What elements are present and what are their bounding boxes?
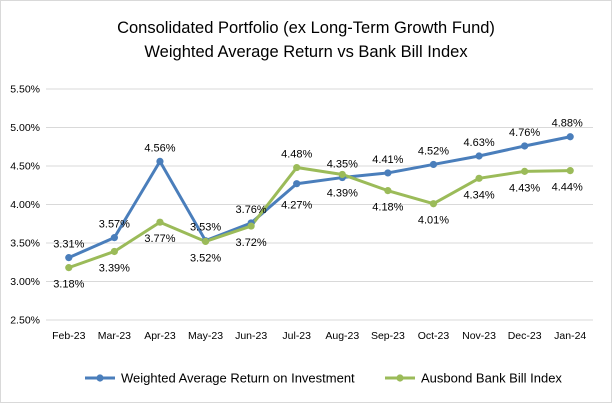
return-data-label: 4.56%	[144, 142, 175, 154]
chart-title: Consolidated Portfolio (ex Long-Term Gro…	[117, 19, 495, 37]
return-data-point	[430, 161, 437, 168]
legend-swatch-marker	[396, 374, 403, 381]
chart-frame: Consolidated Portfolio (ex Long-Term Gro…	[0, 0, 612, 403]
line-chart: Consolidated Portfolio (ex Long-Term Gro…	[1, 1, 611, 402]
bank-bill-data-label: 3.72%	[236, 237, 267, 249]
x-tick-label: Jul-23	[282, 330, 311, 342]
legend-item-return: Weighted Average Return on Investment	[85, 371, 355, 386]
return-data-label: 3.76%	[236, 204, 267, 216]
x-tick-label: Nov-23	[462, 330, 496, 342]
y-tick-label: 4.50%	[10, 161, 40, 173]
gridlines	[46, 89, 593, 320]
return-data-label: 3.31%	[53, 239, 84, 251]
x-tick-label: May-23	[188, 330, 223, 342]
legend-item-bank-bill: Ausbond Bank Bill Index	[385, 371, 562, 386]
return-data-label: 4.41%	[372, 154, 403, 166]
return-data-point	[475, 152, 482, 159]
bank-bill-data-label: 3.18%	[53, 279, 84, 291]
x-tick-label: Oct-23	[418, 330, 450, 342]
return-data-point	[111, 234, 118, 241]
legend: Weighted Average Return on Investment Aus…	[85, 371, 562, 386]
return-data-label: 4.88%	[552, 118, 583, 130]
y-tick-label: 5.00%	[10, 122, 40, 134]
bank-bill-data-label: 4.34%	[463, 189, 494, 201]
return-data-point	[567, 133, 574, 140]
bank-bill-data-label: 4.39%	[327, 187, 358, 199]
bank-bill-data-label: 4.43%	[509, 182, 540, 194]
bank-bill-data-label: 3.39%	[99, 262, 130, 274]
series-points	[65, 133, 574, 271]
return-data-point	[384, 169, 391, 176]
x-tick-label: Sep-23	[371, 330, 405, 342]
legend-swatch-marker	[96, 374, 103, 381]
x-tick-label: Aug-23	[325, 330, 359, 342]
bank-bill-data-label: 3.52%	[190, 252, 221, 264]
bank-bill-data-label: 4.44%	[552, 182, 583, 194]
bank-bill-data-point	[202, 238, 209, 245]
bank-bill-data-point	[293, 164, 300, 171]
bank-bill-data-point	[111, 248, 118, 255]
legend-label: Weighted Average Return on Investment	[121, 371, 355, 386]
return-data-label: 4.27%	[281, 200, 312, 212]
series-lines	[69, 137, 570, 268]
bank-bill-data-label: 4.48%	[281, 149, 312, 161]
x-tick-label: Feb-23	[52, 330, 85, 342]
bank-bill-data-label: 4.01%	[418, 215, 449, 227]
return-data-label: 3.53%	[190, 222, 221, 234]
bank-bill-data-point	[65, 264, 72, 271]
return-data-point	[156, 158, 163, 165]
bank-bill-data-point	[567, 167, 574, 174]
chart-subtitle: Weighted Average Return vs Bank Bill Ind…	[144, 43, 468, 61]
return-data-label: 3.57%	[99, 219, 130, 231]
return-data-point	[293, 180, 300, 187]
y-axis: 2.50% 3.00% 3.50% 4.00% 4.50% 5.00% 5.50%	[10, 84, 40, 327]
y-tick-label: 3.50%	[10, 238, 40, 250]
x-tick-label: Jun-23	[235, 330, 267, 342]
y-tick-label: 5.50%	[10, 84, 40, 96]
y-tick-label: 3.00%	[10, 276, 40, 288]
return-data-label: 4.35%	[327, 159, 358, 171]
return-data-label: 4.52%	[418, 145, 449, 157]
bank-bill-data-point	[248, 222, 255, 229]
x-tick-label: Dec-23	[508, 330, 542, 342]
bank-bill-data-point	[475, 175, 482, 182]
bank-bill-data-label: 4.18%	[372, 202, 403, 214]
bank-bill-data-point	[384, 187, 391, 194]
return-data-label: 4.76%	[509, 127, 540, 139]
x-tick-label: Jan-24	[554, 330, 586, 342]
bank-bill-series-line	[69, 168, 570, 268]
bank-bill-data-point	[156, 219, 163, 226]
bank-bill-data-point	[430, 200, 437, 207]
x-tick-label: Apr-23	[144, 330, 176, 342]
y-tick-label: 4.00%	[10, 199, 40, 211]
return-data-point	[521, 142, 528, 149]
x-axis: Feb-23 Mar-23 Apr-23 May-23 Jun-23 Jul-23 Aug-…	[52, 330, 586, 342]
return-data-point	[65, 254, 72, 261]
x-tick-label: Mar-23	[98, 330, 131, 342]
bank-bill-data-label: 3.77%	[144, 233, 175, 245]
y-tick-label: 2.50%	[10, 315, 40, 327]
legend-label: Ausbond Bank Bill Index	[421, 371, 562, 386]
bank-bill-data-point	[521, 168, 528, 175]
return-data-label: 4.63%	[463, 137, 494, 149]
bank-bill-data-point	[339, 171, 346, 178]
